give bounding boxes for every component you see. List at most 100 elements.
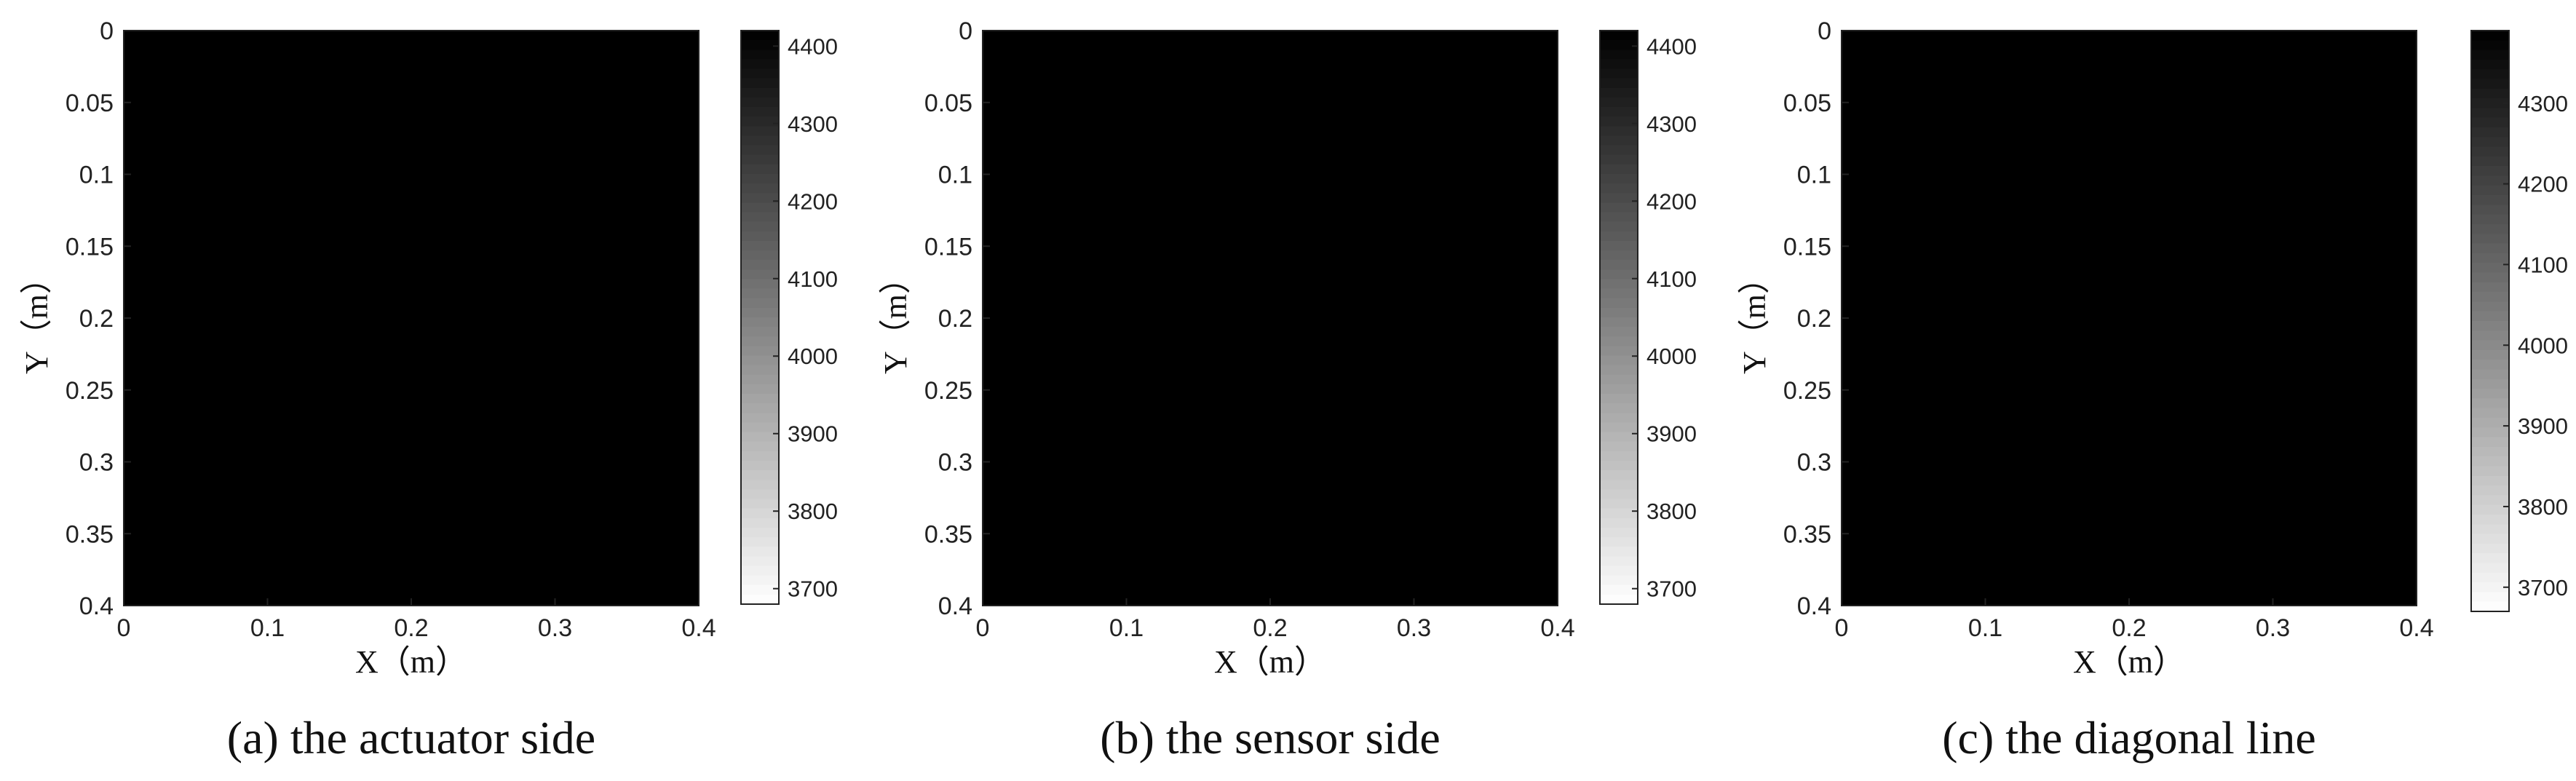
heatmap-cell [1385,318,1400,333]
heatmap-cell [584,159,599,175]
heatmap-cell [2042,433,2058,448]
heatmap-cell [1471,116,1486,132]
heatmap-cell [1155,189,1170,204]
heatmap-cell [1970,59,1986,74]
heatmap-cell [1126,261,1141,276]
heatmap-cell [1069,217,1084,233]
heatmap-cell [1486,304,1501,319]
heatmap-cell [1226,88,1243,103]
heatmap-cell [497,346,512,362]
heatmap-cell [1899,131,1914,146]
heatmap-cell [2115,159,2130,175]
heatmap-cell [2172,332,2187,348]
heatmap-cell [569,361,584,376]
heatmap-cell [1385,419,1400,434]
heatmap-cell [1256,217,1271,233]
heatmap-cell [2345,44,2360,60]
heatmap-cell [2359,203,2374,218]
colorbar-step [1600,547,1638,557]
heatmap-cell [1069,274,1084,290]
colorbar-step [741,298,779,309]
heatmap-cell [253,476,269,491]
heatmap-cell [1226,318,1243,333]
heatmap-cell [296,491,312,506]
heatmap-cell [2014,361,2029,376]
heatmap-cell [1500,576,1515,592]
heatmap-cell [425,504,441,520]
heatmap-cell [2028,419,2044,434]
heatmap-cell [996,534,1012,549]
heatmap-cell [1213,534,1228,549]
heatmap-cell [382,261,397,276]
heatmap-cell [1942,361,1957,376]
heatmap-cell [2042,146,2058,161]
heatmap-cell [1198,174,1213,189]
heatmap-cell [2200,159,2216,175]
heatmap-cell [526,433,542,448]
heatmap-cell [1226,59,1243,74]
heatmap-cell [2143,174,2159,189]
heatmap-cell [512,491,527,506]
heatmap-cell [325,346,340,362]
heatmap-cell [2100,346,2115,362]
heatmap-cell [612,189,627,204]
heatmap-cell [2100,261,2115,276]
heatmap-cell [1299,361,1314,376]
heatmap-cell [2028,504,2044,520]
heatmap-cell [584,274,599,290]
heatmap-cell [1486,203,1501,218]
heatmap-cell [1443,231,1458,247]
heatmap-cell [1213,404,1228,419]
heatmap-cell [1184,504,1199,520]
heatmap-cell [181,576,197,592]
heatmap-cell [1514,476,1530,491]
heatmap-cell [124,116,139,132]
heatmap-cell [1299,203,1314,218]
heatmap-cell [483,231,499,247]
heatmap-cell [555,274,570,290]
heatmap-cell [1356,519,1371,534]
heatmap-cell [440,519,455,534]
heatmap-cell [2272,146,2288,161]
heatmap-cell [138,346,154,362]
heatmap-cell [1141,519,1156,534]
heatmap-cell [354,361,369,376]
heatmap-cell [612,476,627,491]
heatmap-cell [483,519,499,534]
heatmap-cell [1927,491,1943,506]
heatmap-cell [2042,548,2058,563]
heatmap-cell [1111,504,1128,520]
heatmap-cell [1054,88,1070,103]
heatmap-cell [598,419,614,434]
heatmap-cell [1026,491,1041,506]
heatmap-cell [469,146,484,161]
heatmap-cell [1040,74,1055,89]
heatmap-cell [1241,389,1256,405]
heatmap-cell [195,88,211,103]
heatmap-cell [152,102,167,118]
heatmap-cell [2244,74,2259,89]
heatmap-cells [124,31,700,606]
heatmap-cell [2330,44,2345,60]
heatmap-cell [411,116,427,132]
heatmap-cell [2345,534,2360,549]
heatmap-cell [1083,562,1098,578]
heatmap-cell [2072,491,2087,506]
heatmap-cell [167,189,182,204]
heatmap-cell [2157,44,2173,60]
heatmap-cell [1371,332,1386,348]
heatmap-cell [1870,102,1885,118]
heatmap-cell [339,332,354,348]
heatmap-cell [325,591,340,606]
heatmap-cell [2200,461,2216,477]
heatmap-cell [2129,203,2144,218]
heatmap-cell [469,548,484,563]
heatmap-cell [1385,376,1400,391]
heatmap-cell [2115,274,2130,290]
heatmap-cell [2287,31,2302,46]
heatmap-cell [655,246,671,261]
heatmap-cell [1169,389,1185,405]
heatmap-cell [2172,534,2187,549]
heatmap-cell [124,389,139,405]
heatmap-cell [540,491,556,506]
